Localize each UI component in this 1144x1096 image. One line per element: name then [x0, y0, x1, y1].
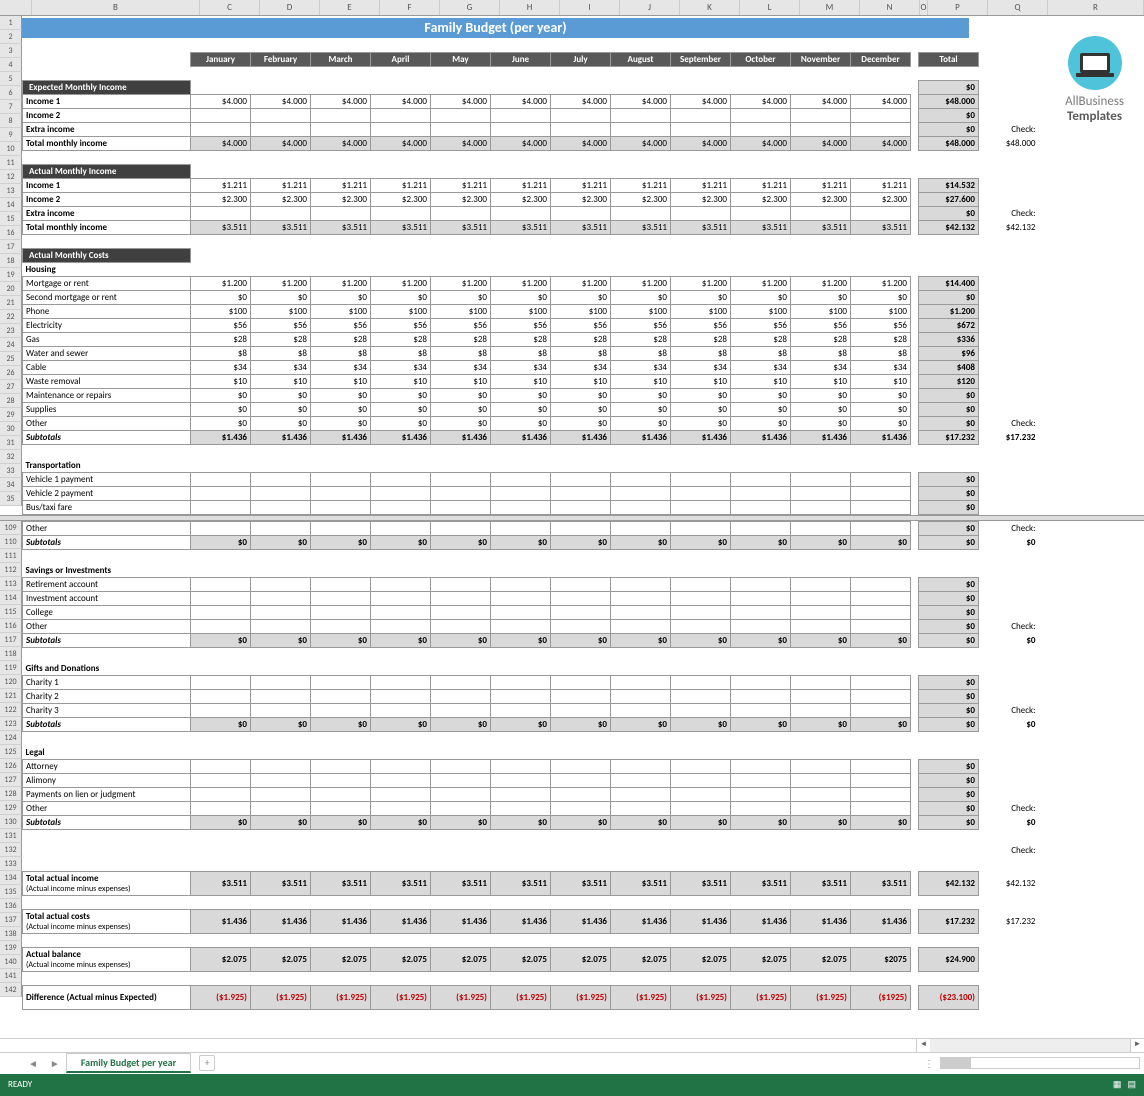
row-numbers-bottom: 1091101111121131141151161171181191201211…: [0, 521, 22, 997]
tab-nav-next[interactable]: ►: [44, 1057, 66, 1070]
status-text: READY: [8, 1079, 32, 1090]
add-sheet-button[interactable]: +: [199, 1055, 215, 1071]
col-E[interactable]: E: [320, 0, 380, 15]
col-B[interactable]: B: [32, 0, 200, 15]
column-headers: B C D E F G H I J K L M N O P Q R: [0, 0, 1144, 16]
row-numbers-top: 1234567891011121314151617181920212223242…: [0, 16, 22, 506]
status-bar: READY ▦ ▤: [0, 1074, 1144, 1096]
logo-icon: [1068, 36, 1122, 90]
title-bar: Family Budget (per year): [22, 18, 969, 38]
sheet-tabs: ◄ ► Family Budget per year + ⋮: [0, 1052, 1144, 1074]
col-D[interactable]: D: [260, 0, 320, 15]
logo: AllBusinessTemplates: [1065, 36, 1124, 124]
tab-active[interactable]: Family Budget per year: [66, 1053, 191, 1073]
spreadsheet: B C D E F G H I J K L M N O P Q R 123456…: [0, 0, 1144, 1096]
budget-table-bottom[interactable]: Other$0Check:Subtotals$0$0$0$0$0$0$0$0$0…: [22, 521, 1039, 1038]
col-Q[interactable]: Q: [988, 0, 1048, 15]
col-R[interactable]: R: [1048, 0, 1144, 15]
tab-nav-prev[interactable]: ◄: [22, 1057, 44, 1070]
col-G[interactable]: G: [440, 0, 500, 15]
view-controls[interactable]: ▦ ▤: [1113, 1079, 1136, 1090]
col-O[interactable]: O: [920, 0, 928, 15]
col-L[interactable]: L: [740, 0, 800, 15]
col-P[interactable]: P: [928, 0, 988, 15]
col-F[interactable]: F: [380, 0, 440, 15]
grid-area: Family Budget (per year) AllBusinessTemp…: [22, 16, 1144, 515]
col-C[interactable]: C: [200, 0, 260, 15]
col-I[interactable]: I: [560, 0, 620, 15]
h-scrollbar[interactable]: ◄►: [0, 1038, 1144, 1052]
col-H[interactable]: H: [500, 0, 560, 15]
col-M[interactable]: M: [800, 0, 860, 15]
col-K[interactable]: K: [680, 0, 740, 15]
budget-table[interactable]: JanuaryFebruaryMarchAprilMayJuneJulyAugu…: [22, 52, 1039, 515]
col-N[interactable]: N: [860, 0, 920, 15]
col-J[interactable]: J: [620, 0, 680, 15]
